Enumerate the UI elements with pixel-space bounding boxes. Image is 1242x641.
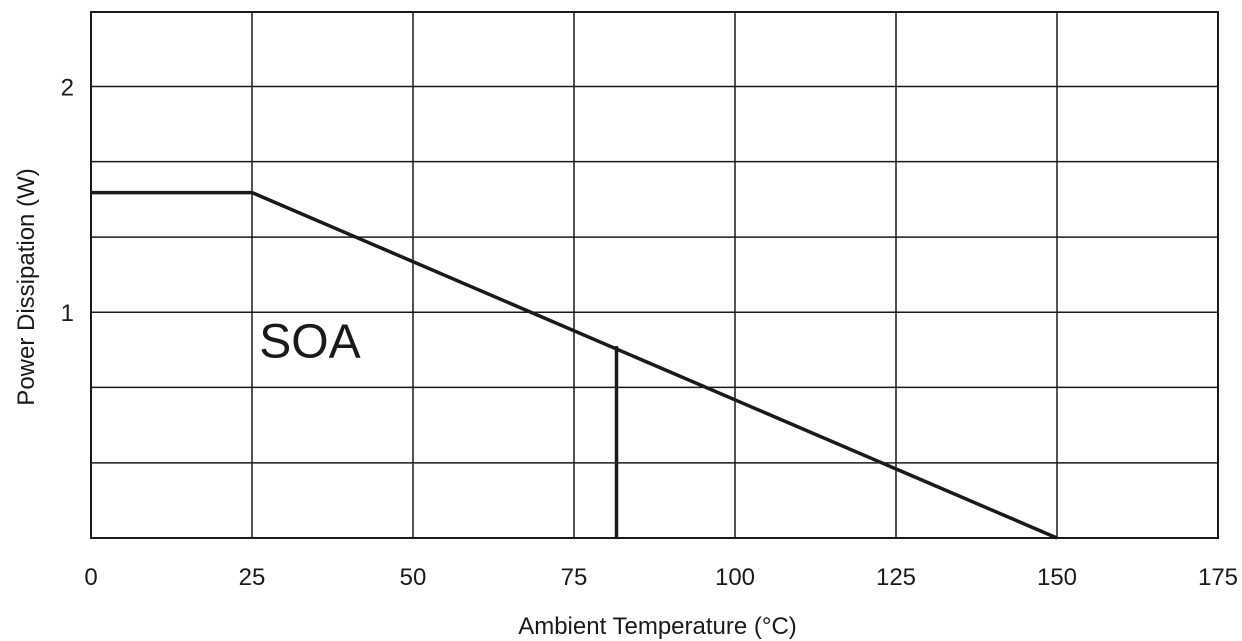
y-tick-label: 1 (61, 300, 74, 327)
derating-line (91, 190, 1058, 540)
x-tick-label: 75 (561, 564, 588, 591)
x-tick-label: 150 (1037, 564, 1077, 591)
grid-layer (91, 12, 1218, 538)
x-tick-label: 0 (84, 564, 97, 591)
x-tick-label: 25 (239, 564, 266, 591)
y-axis-title: Power Dissipation (W) (13, 168, 40, 405)
x-tick-label: 100 (715, 564, 755, 591)
plot-frame (90, 11, 1219, 539)
series-layer (91, 190, 1058, 540)
label-layer: 0 25 50 75 100 125 150 175 1 2 SOA (61, 74, 1238, 591)
x-tick-label: 175 (1198, 564, 1238, 591)
y-tick-label: 2 (61, 74, 74, 101)
x-tick-label: 50 (400, 564, 427, 591)
soa-annotation: SOA (259, 315, 360, 368)
x-tick-label: 125 (876, 564, 916, 591)
x-axis-title: Ambient Temperature (°C) (518, 613, 797, 640)
